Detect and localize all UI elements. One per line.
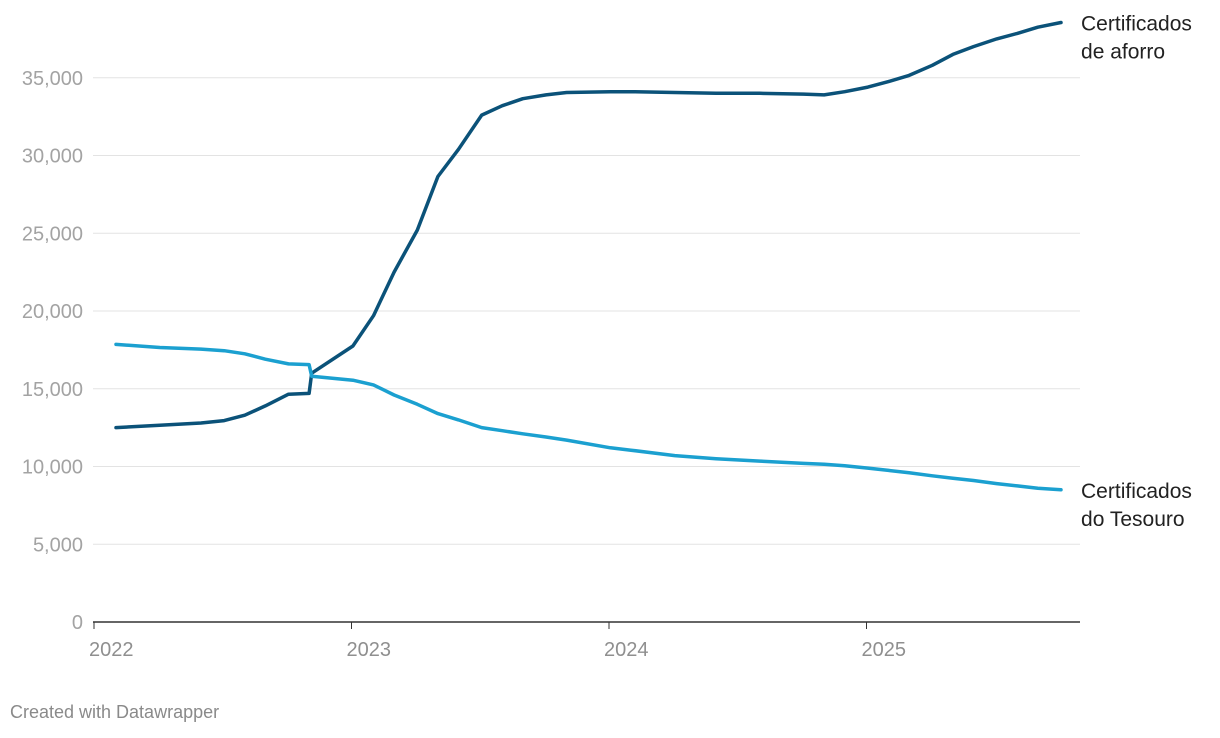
series-label-line: Certificados: [1081, 13, 1192, 36]
y-tick-label: 30,000: [22, 146, 83, 168]
series-line: [114, 20, 1063, 430]
series-label-line: Certificados: [1081, 480, 1192, 503]
y-tick-label: 5,000: [33, 534, 83, 556]
series-line: [114, 342, 1063, 492]
y-tick-label: 25,000: [22, 223, 83, 245]
credit-text: Created with Datawrapper: [10, 702, 220, 722]
y-tick-label: 20,000: [22, 301, 83, 323]
y-axis-ticks: 0 5,000 10,000 15,000 20,000 25,000 30,000 35,0…: [22, 68, 83, 634]
line-chart: 0 5,000 10,000 15,000 20,000 25,000 30,000 35,0…: [22, 13, 1192, 661]
series-label-line: do Tesouro: [1081, 508, 1185, 531]
y-tick-label: 35,000: [22, 68, 83, 90]
series-labels: Certificados de aforro Certificados do Teso…: [1081, 13, 1192, 531]
series-lines: [114, 20, 1063, 492]
series-label-line: de aforro: [1081, 41, 1165, 64]
x-tick-label: 2023: [347, 639, 392, 661]
gridlines: [93, 77, 1080, 545]
series-label: Certificados do Tesouro: [1081, 480, 1192, 531]
series-label: Certificados de aforro: [1081, 13, 1192, 64]
y-tick-label: 15,000: [22, 379, 83, 401]
x-axis-ticks: 2022 2023 2024 2025: [89, 622, 906, 661]
x-tick-label: 2024: [604, 639, 649, 661]
y-tick-label: 10,000: [22, 457, 83, 479]
x-tick-label: 2025: [862, 639, 907, 661]
x-tick-label: 2022: [89, 639, 134, 661]
y-tick-label: 0: [72, 612, 83, 634]
